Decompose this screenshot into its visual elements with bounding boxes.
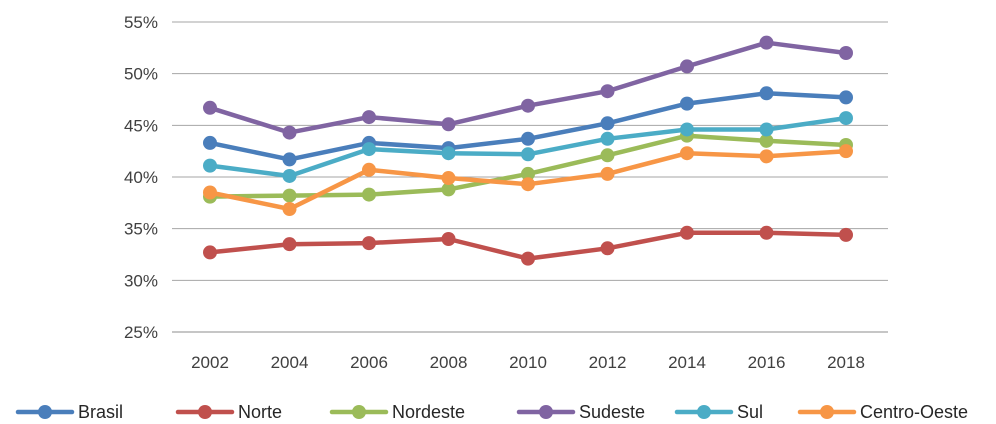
legend-item: Brasil <box>15 402 123 422</box>
data-point <box>203 158 217 173</box>
data-point <box>441 171 456 186</box>
x-tick-label: 2014 <box>668 353 706 372</box>
data-point <box>839 46 853 60</box>
legend-item: Norte <box>175 402 282 422</box>
y-tick-label: 45% <box>124 116 158 135</box>
data-point <box>759 122 774 137</box>
legend-label: Nordeste <box>392 402 465 422</box>
legend: Brasil Norte Nordeste Sudeste Sul Centro-Oest… <box>15 402 968 422</box>
legend-marker <box>352 405 366 419</box>
legend-marker <box>697 405 711 419</box>
y-tick-label: 35% <box>124 220 158 239</box>
legend-label: Sul <box>737 402 763 422</box>
data-point <box>282 188 297 203</box>
data-point <box>362 236 376 251</box>
series-line <box>207 40 849 135</box>
series-norte <box>203 225 853 266</box>
data-point <box>759 225 774 240</box>
legend-item: Nordeste <box>329 402 465 422</box>
y-tick-label: 25% <box>124 323 158 342</box>
y-axis-tick-labels: 25% 30% 35% 40% 45% 50% 55% <box>124 13 158 342</box>
x-tick-label: 2016 <box>748 353 786 372</box>
data-point <box>521 147 535 162</box>
legend-marker <box>539 405 553 419</box>
legend-label: Brasil <box>78 402 123 422</box>
data-point <box>839 144 853 159</box>
series-lines <box>203 35 853 266</box>
data-point <box>600 166 615 181</box>
data-point <box>203 185 217 200</box>
data-point <box>362 187 376 202</box>
data-point <box>521 131 535 146</box>
series-centro-oeste <box>203 144 853 217</box>
legend-item: Sul <box>674 402 763 422</box>
data-point <box>759 133 774 148</box>
data-point <box>441 117 456 132</box>
data-point <box>759 35 774 50</box>
series-sul <box>203 111 853 183</box>
data-point <box>600 131 615 146</box>
data-point <box>362 110 376 125</box>
data-point <box>839 227 853 242</box>
data-point <box>521 166 535 181</box>
data-point <box>600 116 615 131</box>
legend-label: Sudeste <box>579 402 645 422</box>
data-point <box>203 100 217 115</box>
x-tick-label: 2006 <box>350 353 388 372</box>
x-tick-label: 2008 <box>430 353 468 372</box>
data-point <box>521 98 535 113</box>
data-point <box>282 168 297 183</box>
x-tick-label: 2010 <box>509 353 547 372</box>
data-point <box>600 148 615 163</box>
data-point <box>441 232 456 246</box>
data-point <box>521 251 535 266</box>
data-point <box>680 146 694 161</box>
legend-marker <box>38 405 52 419</box>
x-tick-label: 2002 <box>191 353 229 372</box>
legend-item: Centro-Oeste <box>797 402 968 422</box>
data-point <box>282 237 297 252</box>
data-point <box>600 241 615 256</box>
legend-marker <box>198 405 212 419</box>
data-point <box>362 142 376 157</box>
x-axis-tick-labels: 2002 2004 2006 2008 2010 2012 2014 2016 2018 <box>191 353 865 372</box>
data-point <box>680 59 694 74</box>
data-point <box>759 149 774 164</box>
data-point <box>362 162 376 177</box>
x-tick-label: 2004 <box>271 353 309 372</box>
y-tick-label: 55% <box>124 13 158 32</box>
data-point <box>600 84 615 99</box>
data-point <box>680 96 694 111</box>
data-point <box>203 245 217 260</box>
data-point <box>441 146 456 161</box>
y-tick-label: 50% <box>124 65 158 84</box>
data-point <box>839 111 853 126</box>
data-point <box>203 135 217 150</box>
data-point <box>680 122 694 137</box>
data-point <box>441 182 456 197</box>
y-tick-label: 30% <box>124 271 158 290</box>
y-tick-label: 40% <box>124 168 158 187</box>
legend-label: Norte <box>238 402 282 422</box>
x-tick-label: 2012 <box>589 353 627 372</box>
legend-marker <box>820 405 834 419</box>
data-point <box>839 90 853 105</box>
legend-item: Sudeste <box>516 402 645 422</box>
series-sudeste <box>203 35 853 140</box>
data-point <box>680 225 694 240</box>
data-point <box>282 202 297 217</box>
x-tick-label: 2018 <box>827 353 865 372</box>
data-point <box>282 125 297 140</box>
data-point <box>282 152 297 167</box>
data-point <box>521 177 535 192</box>
data-point <box>759 86 774 101</box>
legend-label: Centro-Oeste <box>860 402 968 422</box>
